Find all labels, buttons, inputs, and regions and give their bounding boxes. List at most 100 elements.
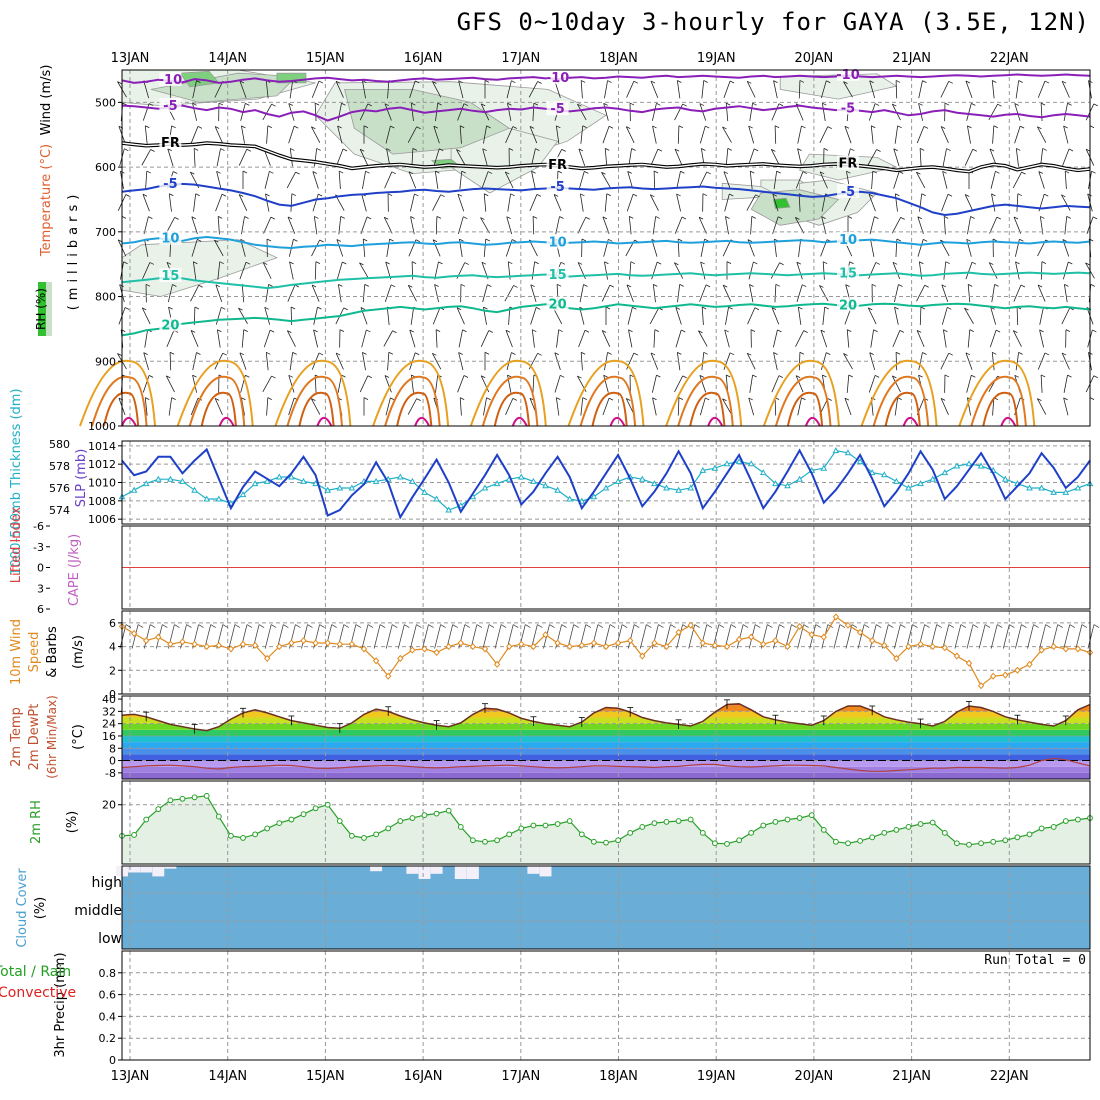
wind-barb: [718, 624, 725, 628]
wind-barb: [416, 126, 421, 130]
axis-label: (m/s): [71, 635, 86, 669]
wind-barb: [556, 397, 561, 401]
wind-barb: [215, 284, 221, 288]
wind-barb: [463, 375, 469, 378]
wind-barb: [822, 102, 827, 106]
wind-barb: [627, 624, 635, 649]
wind-barb: [1019, 238, 1024, 242]
wind-barb: [240, 238, 245, 242]
wind-barb: [529, 194, 538, 212]
wind-barb: [941, 194, 949, 212]
panel-bg: [122, 951, 1090, 1060]
wind-barb: [289, 261, 294, 265]
wind-barb: [843, 81, 853, 98]
data-point: [1026, 660, 1033, 668]
wind-barb: [868, 193, 874, 197]
wind-barb: [314, 103, 317, 122]
data-point: [324, 639, 331, 647]
wind-barb: [726, 261, 732, 265]
wind-barb: [989, 216, 998, 234]
wind-barb: [1015, 261, 1020, 265]
wind-barb: [749, 374, 754, 393]
date-label: 13JAN: [111, 51, 150, 66]
wind-barb: [137, 624, 144, 628]
wind-barb: [585, 624, 592, 628]
data-point: [1002, 837, 1009, 844]
wind-barb: [896, 238, 902, 242]
wind-barb: [222, 352, 227, 356]
temperature-contour: [121, 235, 1091, 250]
temperature-contour: [958, 359, 1036, 427]
date-label: 17JAN: [501, 51, 540, 66]
wind-barb: [283, 624, 289, 628]
wind-barb: [605, 148, 610, 151]
wind-barb: [1087, 624, 1095, 649]
data-point: [820, 464, 828, 471]
date-label: 21JAN: [892, 51, 931, 66]
wind-barb: [578, 171, 585, 189]
wind-barb: [191, 216, 196, 220]
wind-barb: [992, 397, 995, 416]
wind-barb: [143, 216, 149, 235]
data-point: [433, 810, 440, 817]
wind-barb: [602, 330, 607, 333]
wind-barb: [1009, 624, 1015, 628]
date-label: 19JAN: [697, 51, 736, 66]
wind-barb: [416, 398, 421, 401]
wind-barb: [798, 306, 803, 310]
data-point: [917, 640, 924, 648]
slp-tick-label: 1010: [88, 477, 116, 490]
wind-barb: [746, 353, 756, 370]
wind-barb: [918, 80, 923, 99]
wind-barb: [214, 239, 224, 257]
data-point: [179, 638, 186, 646]
wind-barb: [391, 171, 397, 175]
precip-tick-label: 0: [109, 1054, 116, 1067]
panel-frame: [121, 69, 1091, 427]
axis-label: 2m DewPt: [27, 704, 42, 771]
wind-barb: [388, 351, 394, 355]
data-point: [457, 639, 464, 647]
wind-barb: [894, 397, 899, 416]
wind-barb: [916, 285, 926, 302]
wind-barb: [409, 329, 414, 333]
wind-barb: [148, 375, 154, 378]
wind-barb: [657, 261, 662, 265]
data-point: [227, 645, 235, 653]
wind-barb: [1042, 148, 1047, 151]
wind-barb: [677, 125, 680, 144]
wind-barb: [168, 193, 172, 212]
wind-barb: [190, 126, 199, 144]
wind-barb: [1063, 125, 1068, 129]
wind-barb: [244, 216, 249, 219]
wind-barb: [262, 104, 272, 121]
data-point: [397, 654, 404, 662]
wind-barb: [988, 262, 998, 279]
wind-barb: [239, 262, 247, 280]
wind-barb: [214, 398, 220, 401]
data-point: [518, 640, 525, 648]
wind-barb: [504, 285, 514, 302]
temperature-contour: [884, 391, 921, 427]
wind-barb: [556, 329, 560, 348]
wind-barb: [457, 193, 463, 197]
wind-barb: [1068, 148, 1074, 152]
wind-barb: [286, 330, 296, 347]
data-point: [288, 639, 295, 647]
wind-barb: [723, 171, 731, 189]
wind-barb: [142, 307, 147, 311]
wind-barb: [627, 307, 633, 325]
data-point: [929, 819, 936, 826]
data-point: [627, 637, 634, 645]
wind-barb: [553, 194, 562, 212]
wind-barb: [195, 193, 200, 197]
wind-barb: [341, 102, 346, 106]
date-label: 18JAN: [599, 1069, 638, 1084]
wind-barb: [893, 148, 898, 152]
wind-barb: [1037, 80, 1046, 98]
wind-barb: [747, 307, 756, 325]
wind-barb: [192, 102, 197, 106]
wind-barb: [922, 80, 927, 83]
wind-barb: [216, 171, 222, 189]
wind-barb: [410, 216, 415, 235]
